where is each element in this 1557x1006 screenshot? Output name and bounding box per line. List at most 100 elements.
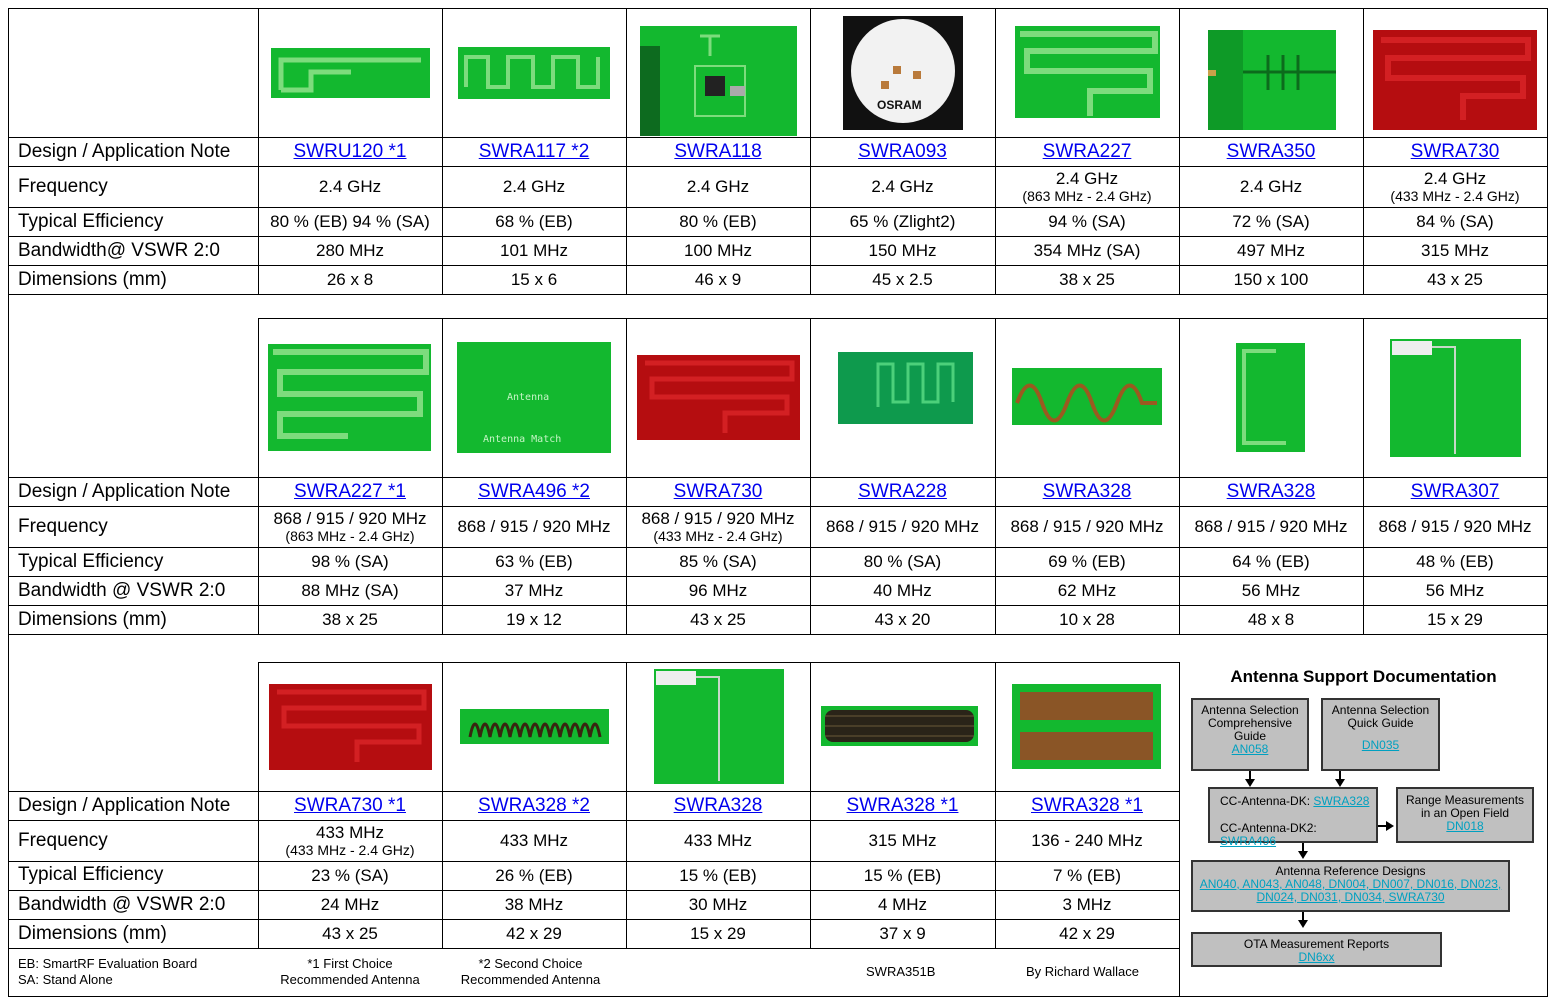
efficiency-value: 26 % (EB) [495, 866, 573, 885]
app-note-link[interactable]: SWRA730 [673, 481, 763, 502]
bandwidth-value: 497 MHz [1236, 241, 1306, 260]
antenna-image-swra730-sub1ghz [637, 355, 800, 440]
link-dn018[interactable]: DN018 [1446, 819, 1484, 833]
row-label-bandwidth-s3: Bandwidth @ VSWR 2:0 [18, 894, 226, 915]
grid-vline [626, 662, 627, 948]
cell-note[interactable]: SWRA730 [626, 478, 810, 506]
box2-line2: Quick Guide [1347, 716, 1414, 730]
link-dn6xx[interactable]: DN6xx [1298, 950, 1335, 964]
cell-bw: 96 MHz [626, 577, 810, 605]
cell-dim: 15 x 6 [442, 266, 626, 294]
app-note-link[interactable]: SWRA496 *2 [478, 481, 590, 502]
support-panel-divider [1179, 662, 1180, 996]
cell-note[interactable]: SWRA328 [995, 478, 1179, 506]
cell-bw: 40 MHz [810, 577, 995, 605]
app-note-link[interactable]: SWRA227 *1 [294, 481, 406, 502]
efficiency-value: 7 % (EB) [1052, 866, 1122, 885]
antenna-image-swra227 [1015, 26, 1160, 118]
cell-eff: 65 % (Zlight2) [810, 208, 995, 236]
app-note-link[interactable]: SWRA350 [1226, 141, 1316, 162]
row-label-dimensions-s2: Dimensions (mm) [18, 609, 167, 630]
cell-note[interactable]: SWRA117 *2 [442, 138, 626, 166]
cell-eff: 64 % (EB) [1179, 548, 1363, 576]
grid-vline [810, 662, 811, 948]
cell-note[interactable]: SWRA350 [1179, 138, 1363, 166]
cell-note[interactable]: SWRA328 [626, 792, 810, 820]
cell-note[interactable]: SWRA730 [1363, 138, 1547, 166]
cell-note[interactable]: SWRU120 *1 [258, 138, 442, 166]
frequency-value: 2.4 GHz [502, 177, 566, 196]
bandwidth-value: 315 MHz [1420, 241, 1490, 260]
footer-first-choice-l1: *1 First Choice [307, 956, 393, 971]
app-note-link[interactable]: SWRA227 [1042, 141, 1132, 162]
app-note-link[interactable]: SWRA730 *1 [294, 795, 406, 816]
app-note-link[interactable]: SWRA328 *1 [846, 795, 959, 816]
ref-title: Antenna Reference Designs [1275, 864, 1426, 878]
app-note-link[interactable]: SWRA307 [1410, 481, 1500, 502]
cell-dim: 42 x 29 [442, 920, 626, 948]
app-note-link[interactable]: SWRA117 *2 [478, 141, 590, 162]
arrow-down-1 [1245, 779, 1255, 787]
cell-freq: 433 MHz [626, 821, 810, 861]
frequency-value: 868 / 915 / 920 MHz [457, 517, 611, 536]
app-note-link[interactable]: SWRA730 [1410, 141, 1500, 162]
dimensions-value: 19 x 12 [506, 610, 562, 629]
arrow-right [1386, 821, 1394, 831]
grid-hline [8, 294, 1547, 295]
cell-note[interactable]: SWRA228 [810, 478, 995, 506]
footer-legend: EB: SmartRF Evaluation Board SA: Stand A… [18, 956, 197, 988]
ref-links-line1[interactable]: AN040, AN043, AN048, DN004, DN007, DN016… [1199, 877, 1502, 891]
cell-note[interactable]: SWRA227 [995, 138, 1179, 166]
cell-note[interactable]: SWRA328 *1 [995, 792, 1179, 820]
app-note-link[interactable]: SWRA228 [858, 481, 947, 502]
link-dn035[interactable]: DN035 [1361, 738, 1400, 752]
cell-note[interactable]: SWRA118 [626, 138, 810, 166]
box1-line3: Guide [1233, 729, 1267, 743]
cell-dim: 38 x 25 [995, 266, 1179, 294]
antenna-image-swra118 [640, 26, 797, 136]
bandwidth-value: 100 MHz [683, 241, 753, 260]
cell-freq: 433 MHz [442, 821, 626, 861]
dk2-label: CC-Antenna-DK2: [1220, 821, 1317, 835]
grid-hline [8, 137, 1547, 138]
flow-line-3 [1378, 825, 1388, 827]
cell-note[interactable]: SWRA093 [810, 138, 995, 166]
app-note-link[interactable]: SWRA328 [1042, 481, 1132, 502]
link-swra328-dk[interactable]: SWRA328 [1313, 794, 1370, 808]
bandwidth-value: 280 MHz [315, 241, 385, 260]
cell-eff: 80 % (EB) [626, 208, 810, 236]
cell-note[interactable]: SWRA496 *2 [442, 478, 626, 506]
bandwidth-value: 24 MHz [320, 895, 380, 914]
link-swra496-dk2[interactable]: SWRA496 [1220, 834, 1277, 848]
app-note-link[interactable]: SWRU120 *1 [293, 141, 407, 162]
ref-links-line2[interactable]: DN024, DN031, DN034, SWRA730 [1256, 890, 1445, 904]
app-note-link[interactable]: SWRA093 [858, 141, 947, 162]
grid-vline [626, 318, 627, 634]
app-note-link[interactable]: SWRA328 [1226, 481, 1316, 502]
app-note-link[interactable]: SWRA328 [673, 795, 763, 816]
cell-eff: 84 % (SA) [1363, 208, 1547, 236]
link-an058[interactable]: AN058 [1231, 742, 1269, 756]
cell-note[interactable]: SWRA328 *2 [442, 792, 626, 820]
antenna-image-swra496: Antenna Antenna Match [457, 342, 611, 453]
cell-note[interactable]: SWRA328 *1 [810, 792, 995, 820]
cell-note[interactable]: SWRA307 [1363, 478, 1547, 506]
cell-note[interactable]: SWRA730 *1 [258, 792, 442, 820]
antenna-image-swra328-helix [1012, 368, 1162, 425]
efficiency-value: 72 % (SA) [1232, 212, 1310, 231]
box-selection-comprehensive: Antenna Selection Comprehensive Guide AN… [1191, 698, 1309, 771]
cell-bw: 56 MHz [1179, 577, 1363, 605]
bandwidth-value: 37 MHz [504, 581, 564, 600]
app-note-link[interactable]: SWRA328 *1 [1031, 795, 1143, 816]
dimensions-value: 37 x 9 [879, 924, 926, 943]
flow-line-4 [1302, 843, 1304, 852]
cell-dim: 150 x 100 [1179, 266, 1363, 294]
antenna-image-swra328-monopole [1236, 343, 1305, 452]
app-note-link[interactable]: SWRA328 *2 [478, 795, 590, 816]
cell-note[interactable]: SWRA328 [1179, 478, 1363, 506]
dk1-label: CC-Antenna-DK: [1220, 794, 1311, 808]
app-note-link[interactable]: SWRA118 [674, 141, 762, 162]
dimensions-value: 38 x 25 [322, 610, 378, 629]
cell-note[interactable]: SWRA227 *1 [258, 478, 442, 506]
dk2-row: CC-Antenna-DK2: SWRA496 [1220, 822, 1376, 848]
